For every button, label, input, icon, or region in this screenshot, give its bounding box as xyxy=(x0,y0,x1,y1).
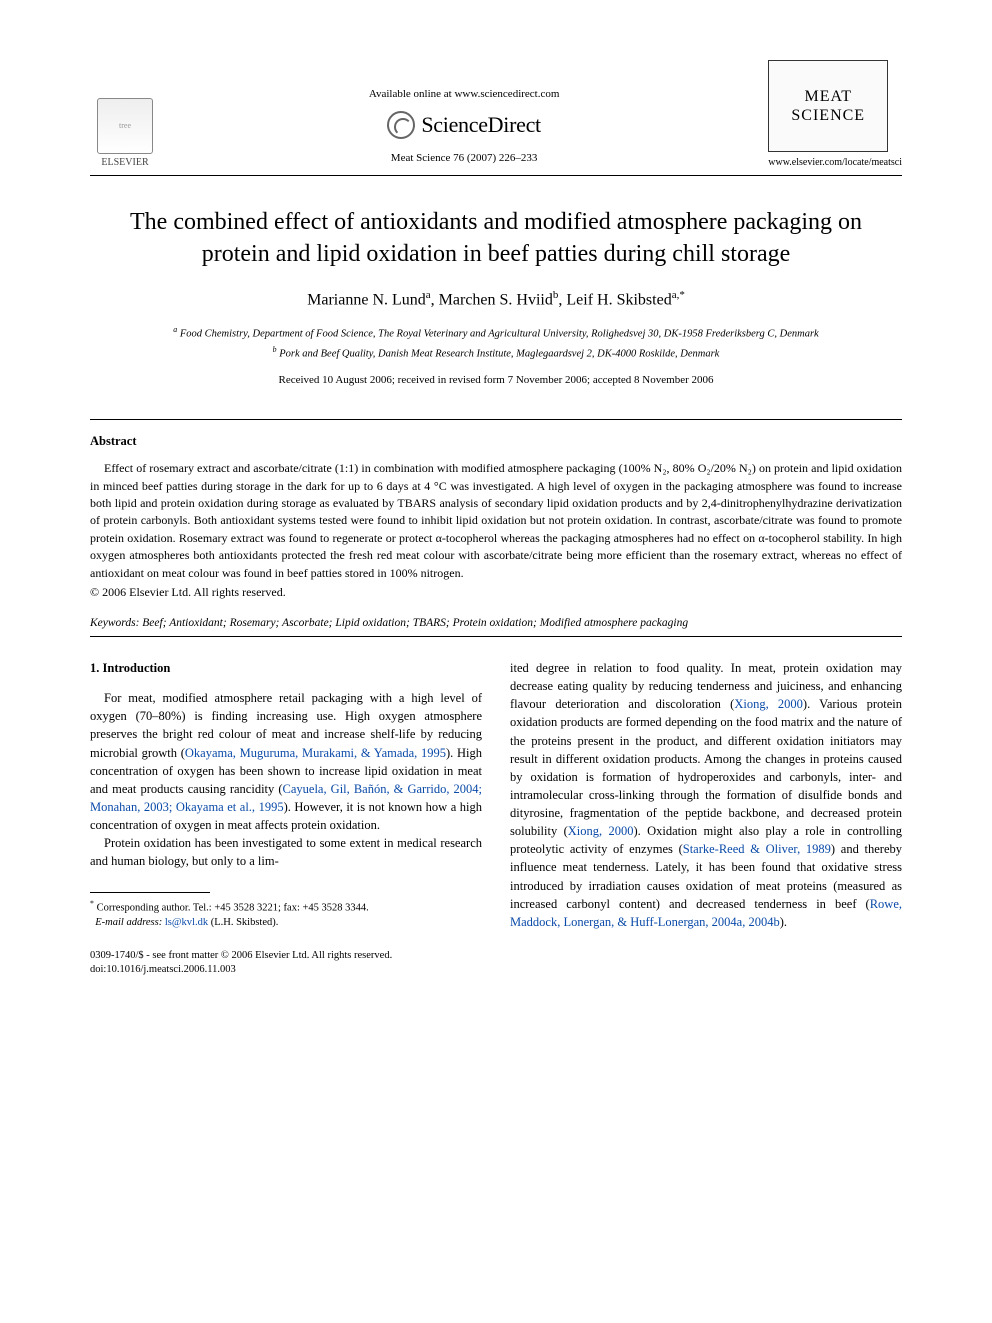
affiliation-b-text: Pork and Beef Quality, Danish Meat Resea… xyxy=(279,348,719,359)
abstract-bottom-rule xyxy=(90,636,902,637)
corr-email[interactable]: ls@kvl.dk xyxy=(165,917,208,928)
author-list: Marianne N. Lunda, Marchen S. Hviidb, Le… xyxy=(90,288,902,312)
intro-col2-e: ). xyxy=(780,915,787,929)
email-label: E-mail address: xyxy=(95,917,162,928)
abstract-heading: Abstract xyxy=(90,432,902,450)
journal-name-line2: SCIENCE xyxy=(785,106,871,125)
intro-p2: Protein oxidation has been investigated … xyxy=(90,834,482,870)
footer-line1: 0309-1740/$ - see front matter © 2006 El… xyxy=(90,949,902,963)
column-left: 1. Introduction For meat, modified atmos… xyxy=(90,659,482,931)
intro-p1-cont: ited degree in relation to food quality.… xyxy=(510,659,902,931)
sciencedirect-swirl-icon xyxy=(387,111,415,139)
author-2-aff: b xyxy=(553,289,559,301)
cite-okayama-1995[interactable]: Okayama, Muguruma, Murakami, & Yamada, 1… xyxy=(185,746,446,760)
abstract-top-rule xyxy=(90,419,902,420)
affiliation-a-text: Food Chemistry, Department of Food Scien… xyxy=(180,328,819,339)
cite-xiong-2000b[interactable]: Xiong, 2000 xyxy=(568,824,634,838)
intro-col2-b: ). Various protein oxidation products ar… xyxy=(510,697,902,838)
elsevier-logo: tree ELSEVIER xyxy=(90,91,160,171)
intro-p1: For meat, modified atmosphere retail pac… xyxy=(90,689,482,834)
column-right: ited degree in relation to food quality.… xyxy=(510,659,902,931)
cite-starke-reed-1989[interactable]: Starke-Reed & Oliver, 1989 xyxy=(683,842,831,856)
footer-doi: doi:10.1016/j.meatsci.2006.11.003 xyxy=(90,963,902,977)
header-center: Available online at www.sciencedirect.co… xyxy=(160,87,768,171)
author-1-aff: a xyxy=(426,289,431,301)
author-3-aff: a,* xyxy=(672,289,685,301)
author-3: Leif H. Skibsted xyxy=(566,292,671,309)
publisher-name: ELSEVIER xyxy=(101,156,148,171)
page-footer: 0309-1740/$ - see front matter © 2006 El… xyxy=(90,949,902,977)
journal-box-wrap: MEAT SCIENCE www.elsevier.com/locate/mea… xyxy=(768,60,902,171)
corr-email-who: (L.H. Skibsted). xyxy=(211,917,279,928)
abstract-body: Effect of rosemary extract and ascorbate… xyxy=(90,460,902,582)
cite-xiong-2000a[interactable]: Xiong, 2000 xyxy=(734,697,803,711)
journal-cover-box: MEAT SCIENCE xyxy=(768,60,888,152)
intro-heading: 1. Introduction xyxy=(90,659,482,677)
journal-name-line1: MEAT xyxy=(798,87,858,106)
affiliation-b: b Pork and Beef Quality, Danish Meat Res… xyxy=(90,344,902,362)
keywords-label: Keywords: xyxy=(90,617,139,629)
header-rule xyxy=(90,175,902,176)
abstract-text: Effect of rosemary extract and ascorbate… xyxy=(90,460,902,582)
affiliation-a: a Food Chemistry, Department of Food Sci… xyxy=(90,324,902,342)
corresponding-footnote: * Corresponding author. Tel.: +45 3528 3… xyxy=(90,899,482,930)
corr-author-line: Corresponding author. Tel.: +45 3528 322… xyxy=(97,903,369,914)
author-2: Marchen S. Hviid xyxy=(439,292,553,309)
author-1: Marianne N. Lund xyxy=(307,292,426,309)
available-online-line: Available online at www.sciencedirect.co… xyxy=(172,87,756,103)
article-title: The combined effect of antioxidants and … xyxy=(110,206,882,271)
keywords-list: Beef; Antioxidant; Rosemary; Ascorbate; … xyxy=(142,617,688,629)
elsevier-tree-icon: tree xyxy=(97,98,153,154)
sciencedirect-logo: ScienceDirect xyxy=(172,109,756,141)
footnote-rule xyxy=(90,892,210,893)
keywords-line: Keywords: Beef; Antioxidant; Rosemary; A… xyxy=(90,615,902,632)
citation-line: Meat Science 76 (2007) 226–233 xyxy=(172,151,756,167)
sciencedirect-text: ScienceDirect xyxy=(421,109,540,141)
abstract-copyright: © 2006 Elsevier Ltd. All rights reserved… xyxy=(90,584,902,601)
article-dates: Received 10 August 2006; received in rev… xyxy=(90,373,902,389)
body-columns: 1. Introduction For meat, modified atmos… xyxy=(90,659,902,931)
journal-header: tree ELSEVIER Available online at www.sc… xyxy=(90,60,902,171)
journal-url[interactable]: www.elsevier.com/locate/meatsci xyxy=(768,156,902,171)
